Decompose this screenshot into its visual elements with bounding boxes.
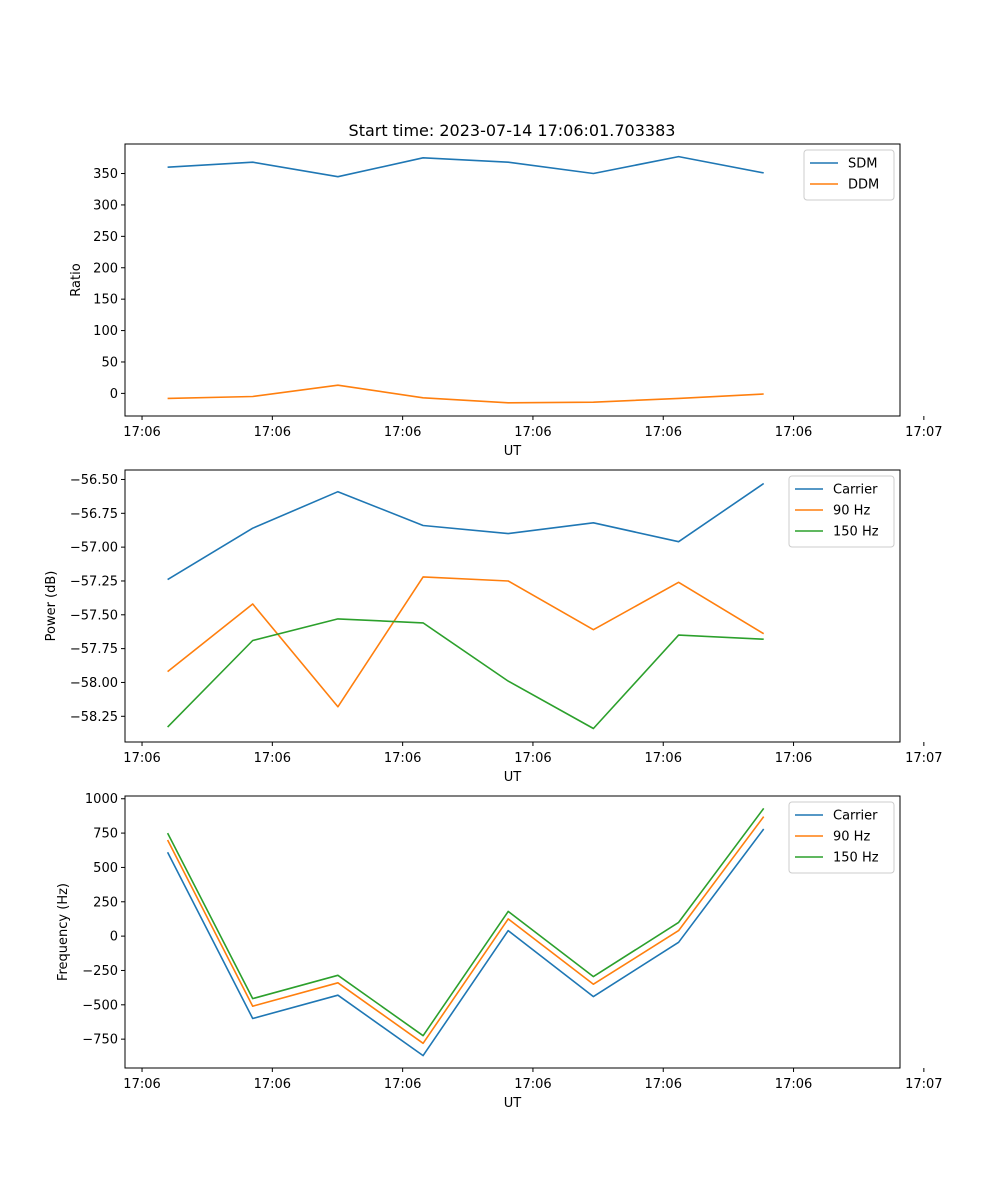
y-tick-label: −57.50 xyxy=(70,608,118,623)
series-line-90-hz xyxy=(166,816,765,1045)
series-line-150-hz xyxy=(167,618,764,730)
chart-title: Start time: 2023-07-14 17:06:01.703383 xyxy=(349,121,676,140)
x-tick-label: 17:06 xyxy=(123,1077,160,1092)
series-line-carrier xyxy=(167,482,765,581)
legend: Carrier 90 Hz 150 Hz xyxy=(788,475,895,548)
x-tick-label: 17:07 xyxy=(905,751,942,766)
y-tick-label: 100 xyxy=(93,324,118,339)
x-tick-label: 17:07 xyxy=(905,1077,942,1092)
y-axis-label: Frequency (Hz) xyxy=(56,883,71,981)
legend-label: 150 Hz xyxy=(833,851,879,866)
subplot-1: 0 50 100 150 200 250 300 350 17:06 17:06 17:06 17:0… xyxy=(69,143,943,459)
x-tick-label: 17:06 xyxy=(775,425,812,440)
legend-label: SDM xyxy=(848,157,877,172)
subplot-2: −58.25 −58.00 −57.75 −57.50 −57.25 −57.00 −56.… xyxy=(44,469,943,785)
series-line-carrier xyxy=(166,828,765,1057)
legend-frame xyxy=(788,801,895,874)
x-tick-label: 17:07 xyxy=(905,425,942,440)
legend-label: 90 Hz xyxy=(833,830,870,845)
x-tick-label: 17:06 xyxy=(384,425,421,440)
y-tick-label: 750 xyxy=(93,827,118,842)
y-tick-label: −56.50 xyxy=(70,473,118,488)
legend-label: Carrier xyxy=(833,809,878,824)
y-tick-label: −500 xyxy=(82,998,118,1013)
y-tick-label: −58.25 xyxy=(70,710,118,725)
y-tick-label: 350 xyxy=(93,167,118,182)
y-tick-label: −250 xyxy=(82,964,118,979)
axes-frame xyxy=(124,469,901,743)
x-tick-label: 17:06 xyxy=(645,425,682,440)
y-tick-label: 0 xyxy=(110,930,118,945)
x-tick-label: 17:06 xyxy=(514,751,551,766)
y-tick-label: 300 xyxy=(93,198,118,213)
series-line-90-hz xyxy=(167,576,765,708)
legend-label: 90 Hz xyxy=(833,504,870,519)
x-axis-label: UT xyxy=(504,444,522,459)
legend: SDM DDM xyxy=(803,149,895,201)
x-tick-label: 17:06 xyxy=(254,1077,291,1092)
x-tick-label: 17:06 xyxy=(775,1077,812,1092)
x-tick-label: 17:06 xyxy=(645,1077,682,1092)
x-tick-label: 17:06 xyxy=(123,425,160,440)
y-tick-label: 1000 xyxy=(85,792,118,807)
x-tick-label: 17:06 xyxy=(254,425,291,440)
legend-frame xyxy=(788,475,895,548)
x-tick-label: 17:06 xyxy=(254,751,291,766)
y-tick-label: −58.00 xyxy=(70,676,118,691)
x-tick-label: 17:06 xyxy=(514,425,551,440)
axes-frame xyxy=(124,143,901,417)
y-tick-label: −57.00 xyxy=(70,541,118,556)
x-tick-label: 17:06 xyxy=(384,751,421,766)
series-line-150-hz xyxy=(166,807,765,1037)
y-tick-label: 150 xyxy=(93,293,118,308)
subplot-3: −750 −500 −250 0 250 500 750 1000 17:06 17:06 17:0… xyxy=(56,792,943,1111)
legend-label: Carrier xyxy=(833,483,878,498)
legend-label: DDM xyxy=(848,178,879,193)
x-tick-label: 17:06 xyxy=(775,751,812,766)
x-tick-label: 17:06 xyxy=(514,1077,551,1092)
y-tick-label: −57.25 xyxy=(70,574,118,589)
y-tick-label: −750 xyxy=(82,1033,118,1048)
y-axis-label: Ratio xyxy=(69,263,84,296)
x-tick-label: 17:06 xyxy=(645,751,682,766)
series-line-sdm xyxy=(167,155,764,178)
axes-frame xyxy=(124,795,901,1069)
series-line-ddm xyxy=(167,384,764,404)
subplots: 0 50 100 150 200 250 300 350 17:06 17:06 17:06 17:0… xyxy=(44,143,943,1111)
y-tick-label: −56.75 xyxy=(70,507,118,522)
x-axis-label: UT xyxy=(504,770,522,785)
x-tick-label: 17:06 xyxy=(123,751,160,766)
y-axis-label: Power (dB) xyxy=(44,571,59,642)
legend: Carrier 90 Hz 150 Hz xyxy=(788,801,895,874)
x-tick-label: 17:06 xyxy=(384,1077,421,1092)
y-tick-label: 250 xyxy=(93,230,118,245)
y-tick-label: 0 xyxy=(110,387,118,402)
y-tick-label: 250 xyxy=(93,895,118,910)
y-tick-label: −57.75 xyxy=(70,642,118,657)
y-tick-label: 50 xyxy=(101,355,118,370)
x-axis-label: UT xyxy=(504,1096,522,1111)
legend-label: 150 Hz xyxy=(833,525,879,540)
y-tick-label: 500 xyxy=(93,861,118,876)
y-tick-label: 200 xyxy=(93,261,118,276)
